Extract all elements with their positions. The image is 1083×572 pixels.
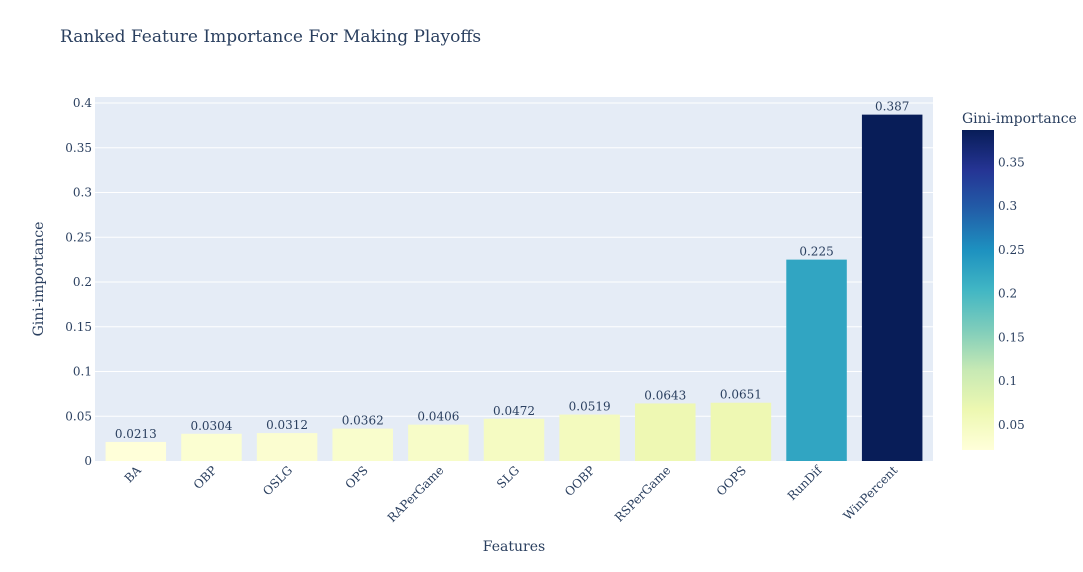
y-tick-label: 0.15: [65, 320, 92, 334]
bar-data-label: 0.0406: [417, 410, 459, 424]
y-tick-label: 0.05: [65, 409, 92, 423]
y-tick-label: 0.25: [65, 230, 92, 244]
bar-oobp[interactable]: [559, 414, 620, 461]
bar-rapergame[interactable]: [408, 424, 469, 461]
colorbar-tick-label: 0.2: [998, 287, 1017, 301]
y-tick-label: 0.35: [65, 141, 92, 155]
bars: [105, 114, 923, 461]
x-axis-ticks: BA OBP OSLG OPS RAPerGame SLG OOBP RSPerGame OOP…: [122, 462, 901, 525]
bar-obp[interactable]: [181, 433, 242, 461]
x-tick-label: BA: [122, 463, 144, 485]
bar-oslg[interactable]: [256, 433, 318, 461]
colorbar-tick-label: 0.05: [998, 418, 1025, 432]
colorbar-tick-label: 0.3: [998, 199, 1017, 213]
colorbar-title: Gini-importance: [962, 111, 1077, 127]
colorbar: Gini-importance 0.05 0.1 0.15 0.2 0.25 0.3 0.3…: [962, 111, 1077, 450]
y-tick-label: 0: [84, 454, 92, 468]
bar-data-label: 0.0213: [115, 427, 157, 441]
colorbar-ticks: 0.05 0.1 0.15 0.2 0.25 0.3 0.35: [998, 155, 1025, 432]
bar-slg[interactable]: [483, 418, 545, 461]
bar-data-label: 0.0304: [190, 419, 232, 433]
y-axis-title: Gini-importance: [31, 222, 47, 337]
bar-ba[interactable]: [105, 441, 167, 461]
bar-data-label: 0.0519: [569, 400, 611, 414]
y-tick-label: 0.4: [73, 96, 92, 110]
bar-data-label: 0.0651: [720, 388, 762, 402]
x-tick-label: SLG: [494, 463, 522, 491]
colorbar-tick-label: 0.35: [998, 155, 1025, 169]
bar-oops[interactable]: [710, 402, 772, 461]
colorbar-tick-label: 0.1: [998, 374, 1017, 388]
bar-rundif[interactable]: [786, 259, 847, 461]
x-tick-label: RunDif: [785, 462, 826, 503]
x-tick-label: OBP: [191, 463, 220, 492]
chart-title: Ranked Feature Importance For Making Pla…: [60, 27, 481, 47]
x-tick-label: OOPS: [714, 463, 749, 498]
colorbar-gradient: [962, 130, 994, 450]
y-tick-label: 0.1: [73, 365, 92, 379]
colorbar-tick-label: 0.15: [998, 330, 1025, 344]
bar-data-label: 0.0472: [493, 404, 535, 418]
y-gridlines: [95, 102, 933, 417]
x-tick-label: RAPerGame: [385, 463, 447, 525]
x-tick-label: OSLG: [260, 463, 295, 498]
bar-data-labels: 0.0213 0.0304 0.0312 0.0362 0.0406 0.0472 0.05…: [115, 100, 910, 441]
x-axis-title: Features: [483, 539, 545, 555]
bar-rspergame[interactable]: [635, 403, 696, 461]
x-tick-label: WinPercent: [841, 463, 901, 523]
bar-data-label: 0.0643: [644, 388, 686, 402]
bar-data-label: 0.387: [875, 100, 909, 114]
x-tick-label: RSPerGame: [612, 463, 673, 524]
colorbar-tick-label: 0.25: [998, 243, 1025, 257]
y-tick-label: 0.2: [73, 275, 92, 289]
bar-data-label: 0.225: [799, 245, 833, 259]
bar-data-label: 0.0312: [266, 418, 308, 432]
bar-data-label: 0.0362: [342, 414, 384, 428]
x-tick-label: OPS: [342, 463, 370, 491]
y-axis-ticks: 0 0.05 0.1 0.15 0.2 0.25 0.3 0.35 0.4: [65, 96, 92, 468]
bar-winpercent[interactable]: [861, 114, 923, 461]
x-tick-label: OOBP: [562, 463, 598, 499]
bar-ops[interactable]: [332, 428, 393, 461]
y-tick-label: 0.3: [73, 186, 92, 200]
